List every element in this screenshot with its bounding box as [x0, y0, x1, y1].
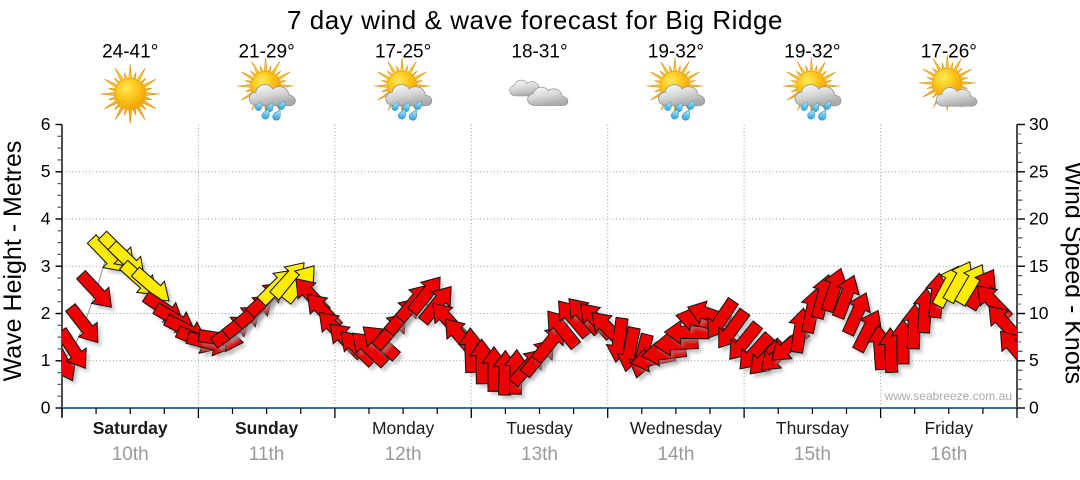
svg-text:19-32°: 19-32°	[784, 42, 840, 63]
svg-text:25: 25	[1029, 161, 1048, 181]
svg-text:2: 2	[41, 303, 51, 323]
svg-text:Thursday: Thursday	[776, 418, 849, 438]
svg-text:Monday: Monday	[372, 418, 435, 438]
svg-text:12th: 12th	[385, 444, 422, 465]
svg-text:16th: 16th	[930, 444, 967, 465]
svg-text:17-26°: 17-26°	[921, 42, 977, 63]
svg-text:7 day wind & wave forecast for: 7 day wind & wave forecast for Big Ridge	[287, 5, 783, 35]
svg-text:0: 0	[41, 398, 51, 418]
svg-text:4: 4	[41, 209, 51, 229]
svg-text:Wednesday: Wednesday	[630, 418, 722, 438]
svg-text:Friday: Friday	[924, 418, 973, 438]
svg-text:10: 10	[1029, 303, 1049, 323]
svg-text:11th: 11th	[249, 444, 285, 465]
svg-text:5: 5	[1029, 350, 1039, 370]
svg-text:Wind Speed - Knots: Wind Speed - Knots	[1060, 162, 1080, 384]
svg-text:5: 5	[41, 161, 51, 181]
svg-text:17-25°: 17-25°	[375, 42, 431, 63]
svg-text:24-41°: 24-41°	[102, 42, 158, 63]
svg-text:21-29°: 21-29°	[238, 42, 294, 63]
svg-text:10th: 10th	[112, 444, 149, 465]
svg-text:6: 6	[41, 114, 51, 134]
svg-text:20: 20	[1029, 209, 1049, 229]
svg-text:13th: 13th	[521, 444, 558, 465]
svg-text:1: 1	[41, 350, 51, 370]
svg-text:Sunday: Sunday	[235, 418, 298, 438]
svg-text:www.seabreeze.com.au: www.seabreeze.com.au	[884, 389, 1012, 403]
svg-text:3: 3	[41, 256, 51, 276]
svg-text:30: 30	[1029, 114, 1049, 134]
svg-text:19-32°: 19-32°	[648, 42, 704, 63]
svg-text:18-31°: 18-31°	[511, 42, 567, 63]
svg-text:15: 15	[1029, 256, 1048, 276]
svg-text:Wave Height - Metres: Wave Height - Metres	[0, 141, 27, 382]
svg-text:14th: 14th	[657, 444, 694, 465]
svg-text:Tuesday: Tuesday	[506, 418, 573, 438]
svg-text:0: 0	[1029, 398, 1039, 418]
svg-text:15th: 15th	[794, 444, 831, 465]
svg-text:Saturday: Saturday	[93, 418, 168, 438]
